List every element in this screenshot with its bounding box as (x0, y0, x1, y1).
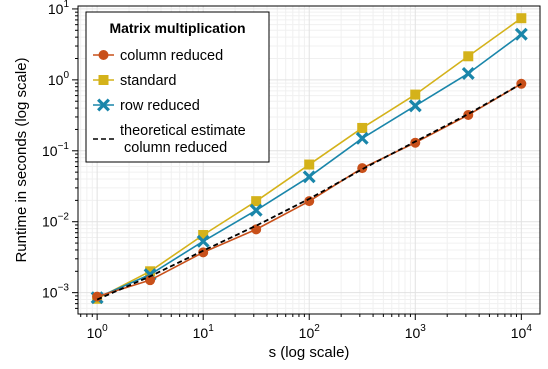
y-tick-label: 101 (48, 0, 70, 17)
legend-label: theoretical estimate (120, 123, 246, 139)
legend-item-1: standard (93, 73, 176, 89)
data-point (145, 275, 156, 286)
legend-label: column reduced (124, 140, 227, 156)
data-point (196, 234, 210, 248)
legend-label: standard (120, 73, 176, 89)
data-point (302, 170, 316, 184)
data-point (198, 247, 209, 258)
legend-label: row reduced (120, 98, 200, 114)
data-point (408, 99, 422, 113)
data-point (198, 229, 209, 240)
data-point (514, 27, 528, 41)
data-point (410, 137, 421, 148)
legend-marker (98, 50, 109, 60)
x-tick-label: 100 (87, 323, 109, 341)
legend-item-0: column reduced (93, 48, 223, 64)
data-point (251, 224, 262, 235)
x-tick-label: 101 (193, 323, 215, 341)
y-tick-label: 10−3 (42, 283, 69, 301)
data-point (304, 196, 315, 207)
legend-title: Matrix multiplication (109, 20, 245, 36)
data-point (461, 67, 475, 80)
legend-box (85, 11, 270, 163)
series-line (96, 83, 522, 301)
data-point (249, 203, 263, 217)
data-point (304, 159, 315, 170)
legend-marker (98, 75, 109, 85)
legend-items: column reduced standard row reduced theoret… (93, 48, 246, 156)
data-point (251, 196, 262, 207)
data-point (145, 266, 156, 277)
data-point (516, 13, 527, 24)
y-axis-label: Runtime in seconds (log scale) (13, 57, 30, 262)
legend: Matrix multiplication column reduced stan… (85, 11, 270, 163)
x-axis-label: s (log scale) (269, 344, 350, 361)
legend-marker (97, 98, 110, 112)
data-point (355, 131, 369, 145)
legend-label: column reduced (120, 48, 223, 64)
y-tick-label: 10−1 (42, 141, 69, 159)
series-0 (92, 78, 527, 302)
y-tick-label: 10−2 (42, 212, 69, 230)
series-3 (96, 83, 522, 301)
data-point (357, 122, 368, 133)
x-tick-label: 104 (511, 323, 533, 341)
x-tick-label: 102 (299, 323, 321, 341)
x-tick-label: 103 (405, 323, 427, 341)
legend-item-2: row reduced (93, 98, 200, 114)
axis-ticks: 100 101 102 103 104 10−3 10−2 10−1 100 101 (42, 0, 532, 341)
data-point (410, 89, 421, 100)
data-point (92, 291, 103, 302)
data-point (463, 51, 474, 62)
y-tick-label: 100 (48, 70, 70, 88)
series-layer (90, 13, 528, 305)
